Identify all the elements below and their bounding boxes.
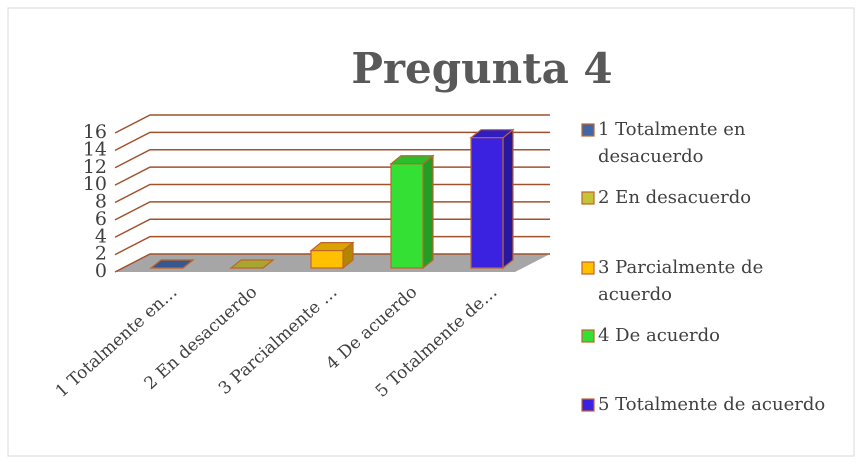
y-tick-label: 12: [83, 156, 107, 178]
chart-title: Pregunta 4: [351, 44, 612, 93]
y-tick-label: 0: [95, 260, 107, 282]
legend-label: 4 De acuerdo: [598, 325, 721, 346]
legend-item: 5 Totalmente de acuerdo: [598, 394, 826, 415]
legend-item: 3 Parcialmente de acuerdo: [598, 257, 764, 305]
legend-label: 1 Totalmente en desacuerdo: [598, 119, 746, 167]
legend-item: 4 De acuerdo: [598, 325, 721, 346]
legend-label: 3 Parcialmente de acuerdo: [598, 257, 764, 305]
grid-line: [114, 114, 550, 134]
legend-swatch: [581, 398, 595, 412]
bar: [389, 154, 435, 270]
legend-swatch: [581, 329, 595, 343]
legend-swatch: [581, 123, 595, 137]
bar: [229, 259, 275, 269]
legend-swatch: [581, 191, 595, 205]
bar-side: [502, 128, 514, 270]
y-tick-label: 4: [95, 225, 107, 247]
grid-line: [114, 149, 550, 169]
y-tick-label: 2: [95, 243, 107, 265]
y-tick-label: 16: [83, 121, 107, 143]
y-tick-label: 6: [95, 208, 107, 230]
bar-front: [390, 163, 424, 269]
bar-front: [470, 137, 504, 269]
bar-front: [310, 250, 344, 269]
bar: [469, 128, 515, 270]
bar: [149, 259, 195, 269]
y-tick-label: 8: [95, 191, 107, 213]
legend-label: 5 Totalmente de acuerdo: [598, 394, 826, 415]
y-tick-label: 10: [83, 173, 107, 195]
legend-swatch: [581, 261, 595, 275]
bar-top: [149, 259, 195, 269]
bar-side: [422, 154, 434, 270]
y-tick-label: 14: [83, 138, 107, 160]
grid-line: [114, 131, 550, 152]
bar-top: [229, 259, 275, 269]
bar: [309, 241, 355, 270]
legend-item: 2 En desacuerdo: [598, 187, 752, 208]
legend-label: 2 En desacuerdo: [598, 187, 752, 208]
legend-item: 1 Totalmente en desacuerdo: [598, 119, 746, 167]
